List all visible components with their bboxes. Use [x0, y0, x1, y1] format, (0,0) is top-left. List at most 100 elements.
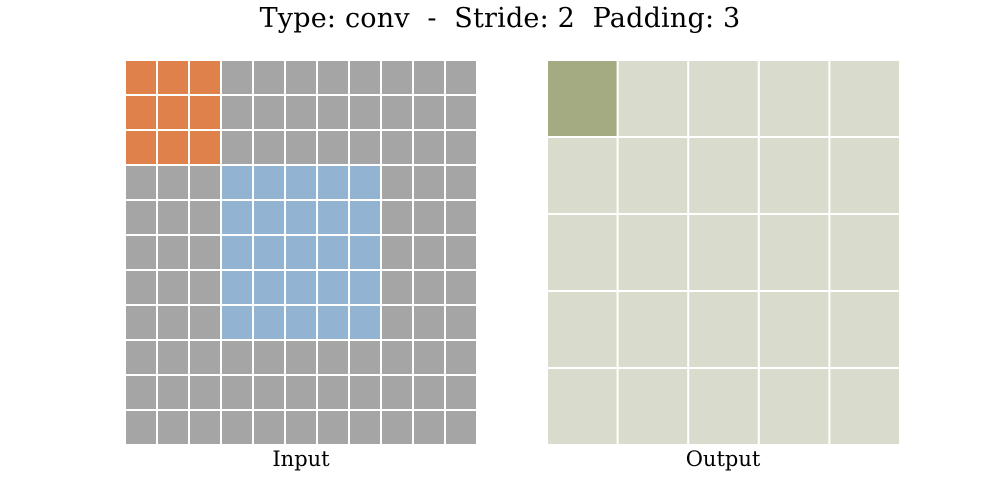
input-core-cell — [318, 166, 348, 199]
output-cell — [759, 138, 829, 213]
input-padding-cell — [222, 411, 252, 444]
input-core-cell — [286, 166, 316, 199]
input-core-cell — [286, 201, 316, 234]
output-cell — [689, 292, 758, 367]
input-label: Input — [272, 447, 330, 471]
input-padding-cell — [158, 411, 188, 444]
input-core-cell — [222, 271, 252, 304]
input-padding-cell — [414, 201, 444, 234]
input-padding-cell — [286, 96, 316, 129]
input-padding-cell — [222, 96, 252, 129]
input-padding-cell — [382, 61, 412, 94]
input-padding-cell — [350, 96, 380, 129]
input-core-cell — [286, 306, 316, 339]
input-core-cell — [350, 306, 380, 339]
output-cell — [548, 215, 617, 290]
input-padding-cell — [286, 61, 316, 94]
input-padding-cell — [350, 376, 380, 409]
input-padding-cell — [158, 376, 188, 409]
output-cell — [618, 369, 688, 444]
input-core-cell — [350, 166, 380, 199]
input-padding-cell — [414, 236, 444, 269]
input-core-cell — [222, 166, 252, 199]
input-padding-cell — [158, 341, 188, 374]
output-cell — [618, 61, 688, 136]
output-cell — [689, 369, 758, 444]
output-cell — [618, 292, 688, 367]
input-kernel-cell — [126, 96, 156, 129]
input-padding-cell — [414, 341, 444, 374]
input-padding-cell — [222, 341, 252, 374]
output-cell — [759, 369, 829, 444]
output-cell — [830, 292, 899, 367]
input-padding-cell — [190, 376, 220, 409]
input-padding-cell — [318, 411, 348, 444]
output-cell — [548, 292, 617, 367]
input-padding-cell — [254, 131, 284, 164]
input-padding-cell — [222, 131, 252, 164]
output-cell — [759, 292, 829, 367]
input-core-cell — [254, 166, 284, 199]
input-core-cell — [286, 271, 316, 304]
input-padding-cell — [222, 61, 252, 94]
input-padding-cell — [126, 166, 156, 199]
output-cell — [618, 215, 688, 290]
input-padding-cell — [382, 306, 412, 339]
input-padding-cell — [158, 271, 188, 304]
input-padding-cell — [414, 411, 444, 444]
output-cell — [548, 138, 617, 213]
output-cell — [689, 61, 758, 136]
input-padding-cell — [318, 341, 348, 374]
input-padding-cell — [350, 341, 380, 374]
input-padding-cell — [254, 341, 284, 374]
input-core-cell — [318, 236, 348, 269]
input-padding-cell — [126, 376, 156, 409]
output-label: Output — [685, 447, 761, 471]
output-cell — [830, 138, 899, 213]
input-padding-cell — [382, 341, 412, 374]
diagram-title: Type: conv - Stride: 2 Padding: 3 — [259, 3, 741, 34]
input-kernel-cell — [190, 131, 220, 164]
input-padding-cell — [222, 376, 252, 409]
input-padding-cell — [446, 166, 476, 199]
input-padding-cell — [254, 61, 284, 94]
input-padding-cell — [382, 131, 412, 164]
input-padding-cell — [318, 96, 348, 129]
input-padding-cell — [126, 236, 156, 269]
input-padding-cell — [382, 201, 412, 234]
input-padding-cell — [318, 376, 348, 409]
input-padding-cell — [446, 131, 476, 164]
input-grid — [125, 60, 477, 445]
input-padding-cell — [190, 166, 220, 199]
input-core-cell — [254, 306, 284, 339]
input-padding-cell — [446, 341, 476, 374]
input-padding-cell — [446, 236, 476, 269]
input-padding-cell — [190, 271, 220, 304]
output-cell — [830, 215, 899, 290]
input-padding-cell — [286, 341, 316, 374]
input-core-cell — [350, 236, 380, 269]
output-grid — [547, 60, 900, 445]
input-padding-cell — [350, 61, 380, 94]
input-padding-cell — [190, 411, 220, 444]
input-padding-cell — [414, 131, 444, 164]
output-cell — [618, 138, 688, 213]
input-kernel-cell — [158, 131, 188, 164]
input-padding-cell — [126, 411, 156, 444]
input-core-cell — [254, 236, 284, 269]
output-cell — [830, 61, 899, 136]
input-padding-cell — [382, 236, 412, 269]
input-padding-cell — [318, 131, 348, 164]
input-padding-cell — [414, 271, 444, 304]
input-padding-cell — [190, 341, 220, 374]
input-kernel-cell — [158, 61, 188, 94]
input-padding-cell — [318, 61, 348, 94]
input-padding-cell — [382, 411, 412, 444]
input-padding-cell — [126, 341, 156, 374]
input-padding-cell — [254, 411, 284, 444]
input-padding-cell — [158, 306, 188, 339]
input-padding-cell — [414, 61, 444, 94]
input-padding-cell — [350, 411, 380, 444]
input-core-cell — [318, 201, 348, 234]
output-cell — [548, 369, 617, 444]
